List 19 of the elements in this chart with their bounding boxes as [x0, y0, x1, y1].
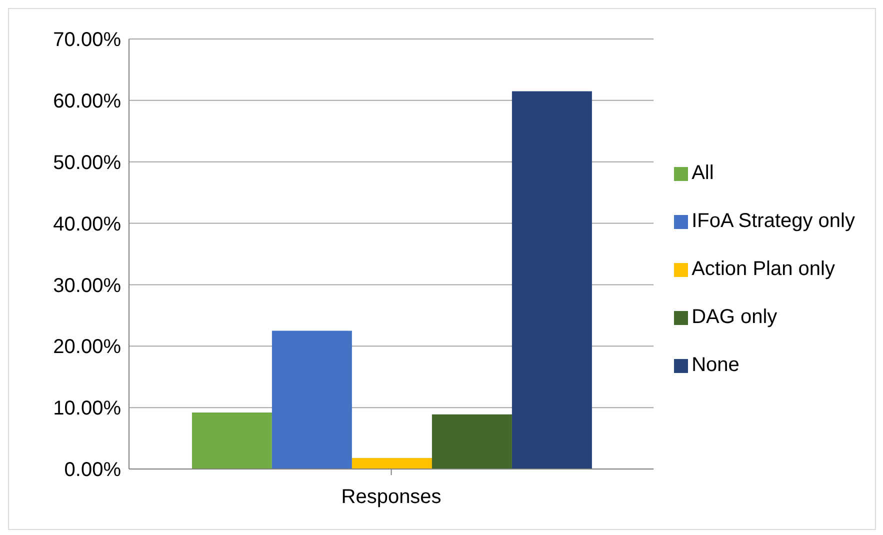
legend-label: Action Plan only [692, 258, 835, 280]
legend-label: IFoA Strategy only [692, 210, 855, 232]
x-tick-label: Responses [341, 486, 442, 508]
y-tick-label: 70.00% [53, 29, 122, 52]
bar [432, 414, 512, 469]
legend-label: DAG only [692, 306, 778, 328]
bar [512, 91, 592, 469]
bar [192, 412, 272, 469]
legend-label: All [692, 162, 714, 184]
y-tick-label: 20.00% [53, 336, 122, 358]
y-tick-label: 30.00% [53, 274, 122, 297]
y-tick-label: 10.00% [53, 398, 122, 420]
y-tick-label: 40.00% [53, 213, 122, 236]
y-tick-label: 60.00% [53, 90, 122, 113]
bar [272, 330, 352, 469]
bar [352, 458, 432, 469]
y-tick-label: 50.00% [53, 152, 122, 174]
y-tick-label: 0.00% [64, 459, 122, 482]
legend-label: None [692, 354, 740, 376]
